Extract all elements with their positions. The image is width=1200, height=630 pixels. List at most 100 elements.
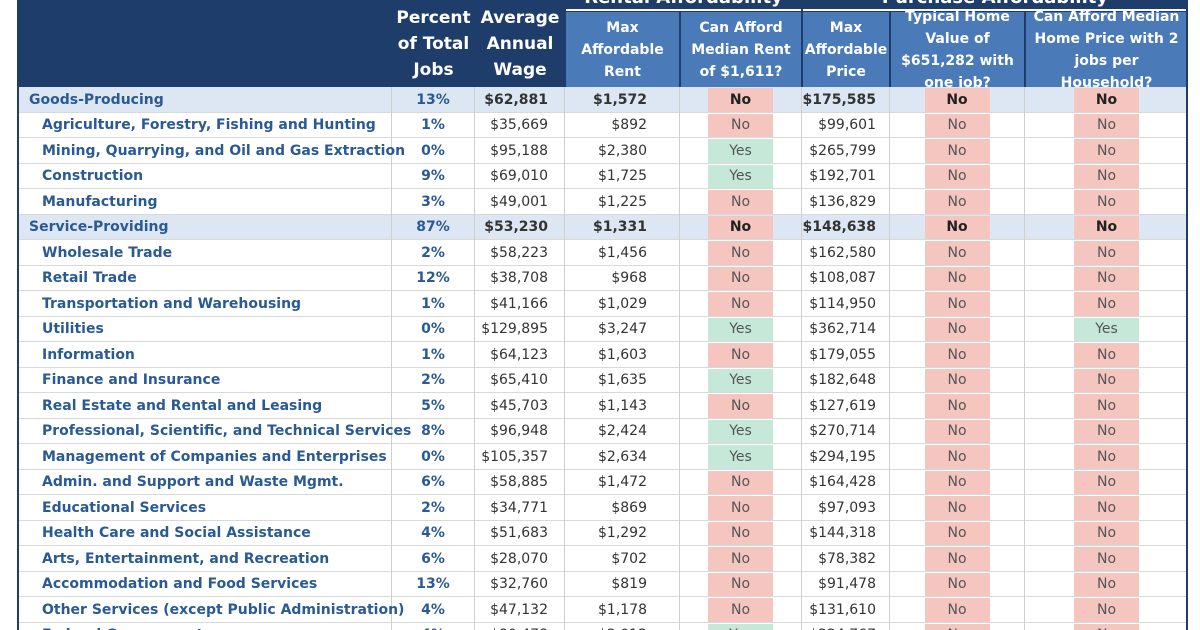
yes-no-badge: No: [1074, 113, 1139, 137]
yes-no-cell: No: [890, 163, 1025, 189]
yes-no-cell: No: [680, 469, 802, 495]
yes-no-badge: No: [1074, 521, 1139, 545]
row-label: Service-Providing: [17, 214, 392, 240]
number-cell: $270,714: [802, 418, 890, 444]
percent-cell: 1%: [392, 112, 475, 138]
percent-cell: 0%: [392, 138, 475, 164]
yes-no-badge: No: [1074, 88, 1139, 112]
percent-cell: 6%: [392, 469, 475, 495]
yes-no-badge: No: [924, 215, 990, 239]
row-label: Wholesale Trade: [17, 240, 392, 266]
percent-cell: 2%: [392, 367, 475, 393]
number-cell: $1,029: [565, 291, 680, 317]
yes-no-badge: No: [924, 266, 990, 290]
table-row: [19, 189, 1186, 215]
table-row: [19, 316, 1186, 342]
yes-no-cell: No: [890, 367, 1025, 393]
number-cell: $819: [565, 571, 680, 597]
table-row: [19, 342, 1186, 368]
yes-no-cell: No: [680, 265, 802, 291]
yes-no-badge: No: [1074, 139, 1139, 163]
number-cell: $64,123: [475, 342, 565, 368]
yes-no-cell: No: [1025, 240, 1188, 266]
yes-no-badge: No: [708, 470, 773, 494]
percent-cell: 13%: [392, 571, 475, 597]
yes-no-badge: No: [708, 343, 773, 367]
yes-no-cell: No: [680, 597, 802, 623]
row-label: Admin. and Support and Waste Mgmt.: [17, 469, 392, 495]
yes-no-cell: No: [890, 597, 1025, 623]
table-row: [19, 520, 1186, 546]
yes-no-cell: No: [890, 571, 1025, 597]
yes-no-badge: No: [924, 470, 990, 494]
table-row: [19, 265, 1186, 291]
yes-no-cell: Yes: [680, 622, 802, 630]
yes-no-badge: No: [924, 317, 990, 341]
yes-no-cell: No: [890, 622, 1025, 630]
yes-no-badge: No: [708, 547, 773, 571]
table-row: [19, 138, 1186, 164]
yes-no-cell: Yes: [680, 367, 802, 393]
table-row: [19, 163, 1186, 189]
number-cell: $78,382: [802, 546, 890, 572]
yes-no-cell: No: [1025, 164, 1188, 190]
yes-no-cell: No: [1025, 138, 1188, 164]
number-cell: $702: [565, 546, 680, 572]
table-row: [19, 546, 1186, 572]
number-cell: $179,055: [802, 342, 890, 368]
table-row: [19, 214, 1186, 240]
yes-no-cell: No: [1025, 444, 1188, 470]
yes-no-cell: No: [1025, 113, 1188, 139]
yes-no-badge: Yes: [708, 445, 773, 469]
yes-no-badge: No: [924, 343, 990, 367]
yes-no-badge: No: [1074, 598, 1139, 622]
number-cell: $34,771: [475, 495, 565, 521]
number-cell: $148,638: [802, 214, 890, 240]
number-cell: $2,424: [565, 418, 680, 444]
yes-no-cell: No: [890, 469, 1025, 495]
yes-no-cell: No: [890, 265, 1025, 291]
percent-cell: 1%: [392, 342, 475, 368]
table-row: [19, 495, 1186, 521]
row-label: Professional, Scientific, and Technical …: [17, 418, 411, 444]
yes-no-badge: No: [924, 190, 990, 214]
row-label: Manufacturing: [17, 189, 392, 215]
percent-cell: 5%: [392, 393, 475, 419]
yes-no-badge: No: [924, 419, 990, 443]
yes-no-badge: No: [708, 266, 773, 290]
table-row: [19, 418, 1186, 444]
yes-no-cell: No: [890, 87, 1025, 113]
number-cell: $1,725: [565, 163, 680, 189]
yes-no-cell: No: [680, 189, 802, 215]
yes-no-cell: No: [1025, 342, 1188, 368]
yes-no-badge: No: [924, 113, 990, 137]
number-cell: $1,572: [565, 87, 680, 113]
row-label: Federal Government: [17, 622, 392, 630]
yes-no-cell: No: [1025, 495, 1188, 521]
row-label: Arts, Entertainment, and Recreation: [17, 546, 392, 572]
percent-cell: 6%: [392, 546, 475, 572]
number-cell: $47,132: [475, 597, 565, 623]
yes-no-badge: No: [1074, 419, 1139, 443]
yes-no-badge: No: [924, 88, 990, 112]
number-cell: $224,767: [802, 622, 890, 630]
row-label: Mining, Quarrying, and Oil and Gas Extra…: [17, 138, 405, 164]
number-cell: $1,225: [565, 189, 680, 215]
number-cell: $65,410: [475, 367, 565, 393]
number-cell: $164,428: [802, 469, 890, 495]
yes-no-cell: No: [890, 393, 1025, 419]
yes-no-cell: Yes: [680, 138, 802, 164]
yes-no-cell: No: [680, 214, 802, 240]
table-row: [19, 571, 1186, 597]
yes-no-badge: Yes: [1074, 317, 1139, 341]
column-header: Can Afford Median Home Price with 2 jobs…: [1026, 9, 1187, 91]
yes-no-badge: Yes: [708, 623, 773, 630]
number-cell: $99,601: [802, 112, 890, 138]
number-cell: $108,087: [802, 265, 890, 291]
percent-cell: 8%: [392, 418, 475, 444]
number-cell: $892: [565, 112, 680, 138]
yes-no-badge: No: [924, 445, 990, 469]
row-label: Goods-Producing: [17, 87, 392, 113]
number-cell: $265,799: [802, 138, 890, 164]
row-label: Other Services (except Public Administra…: [17, 597, 404, 623]
